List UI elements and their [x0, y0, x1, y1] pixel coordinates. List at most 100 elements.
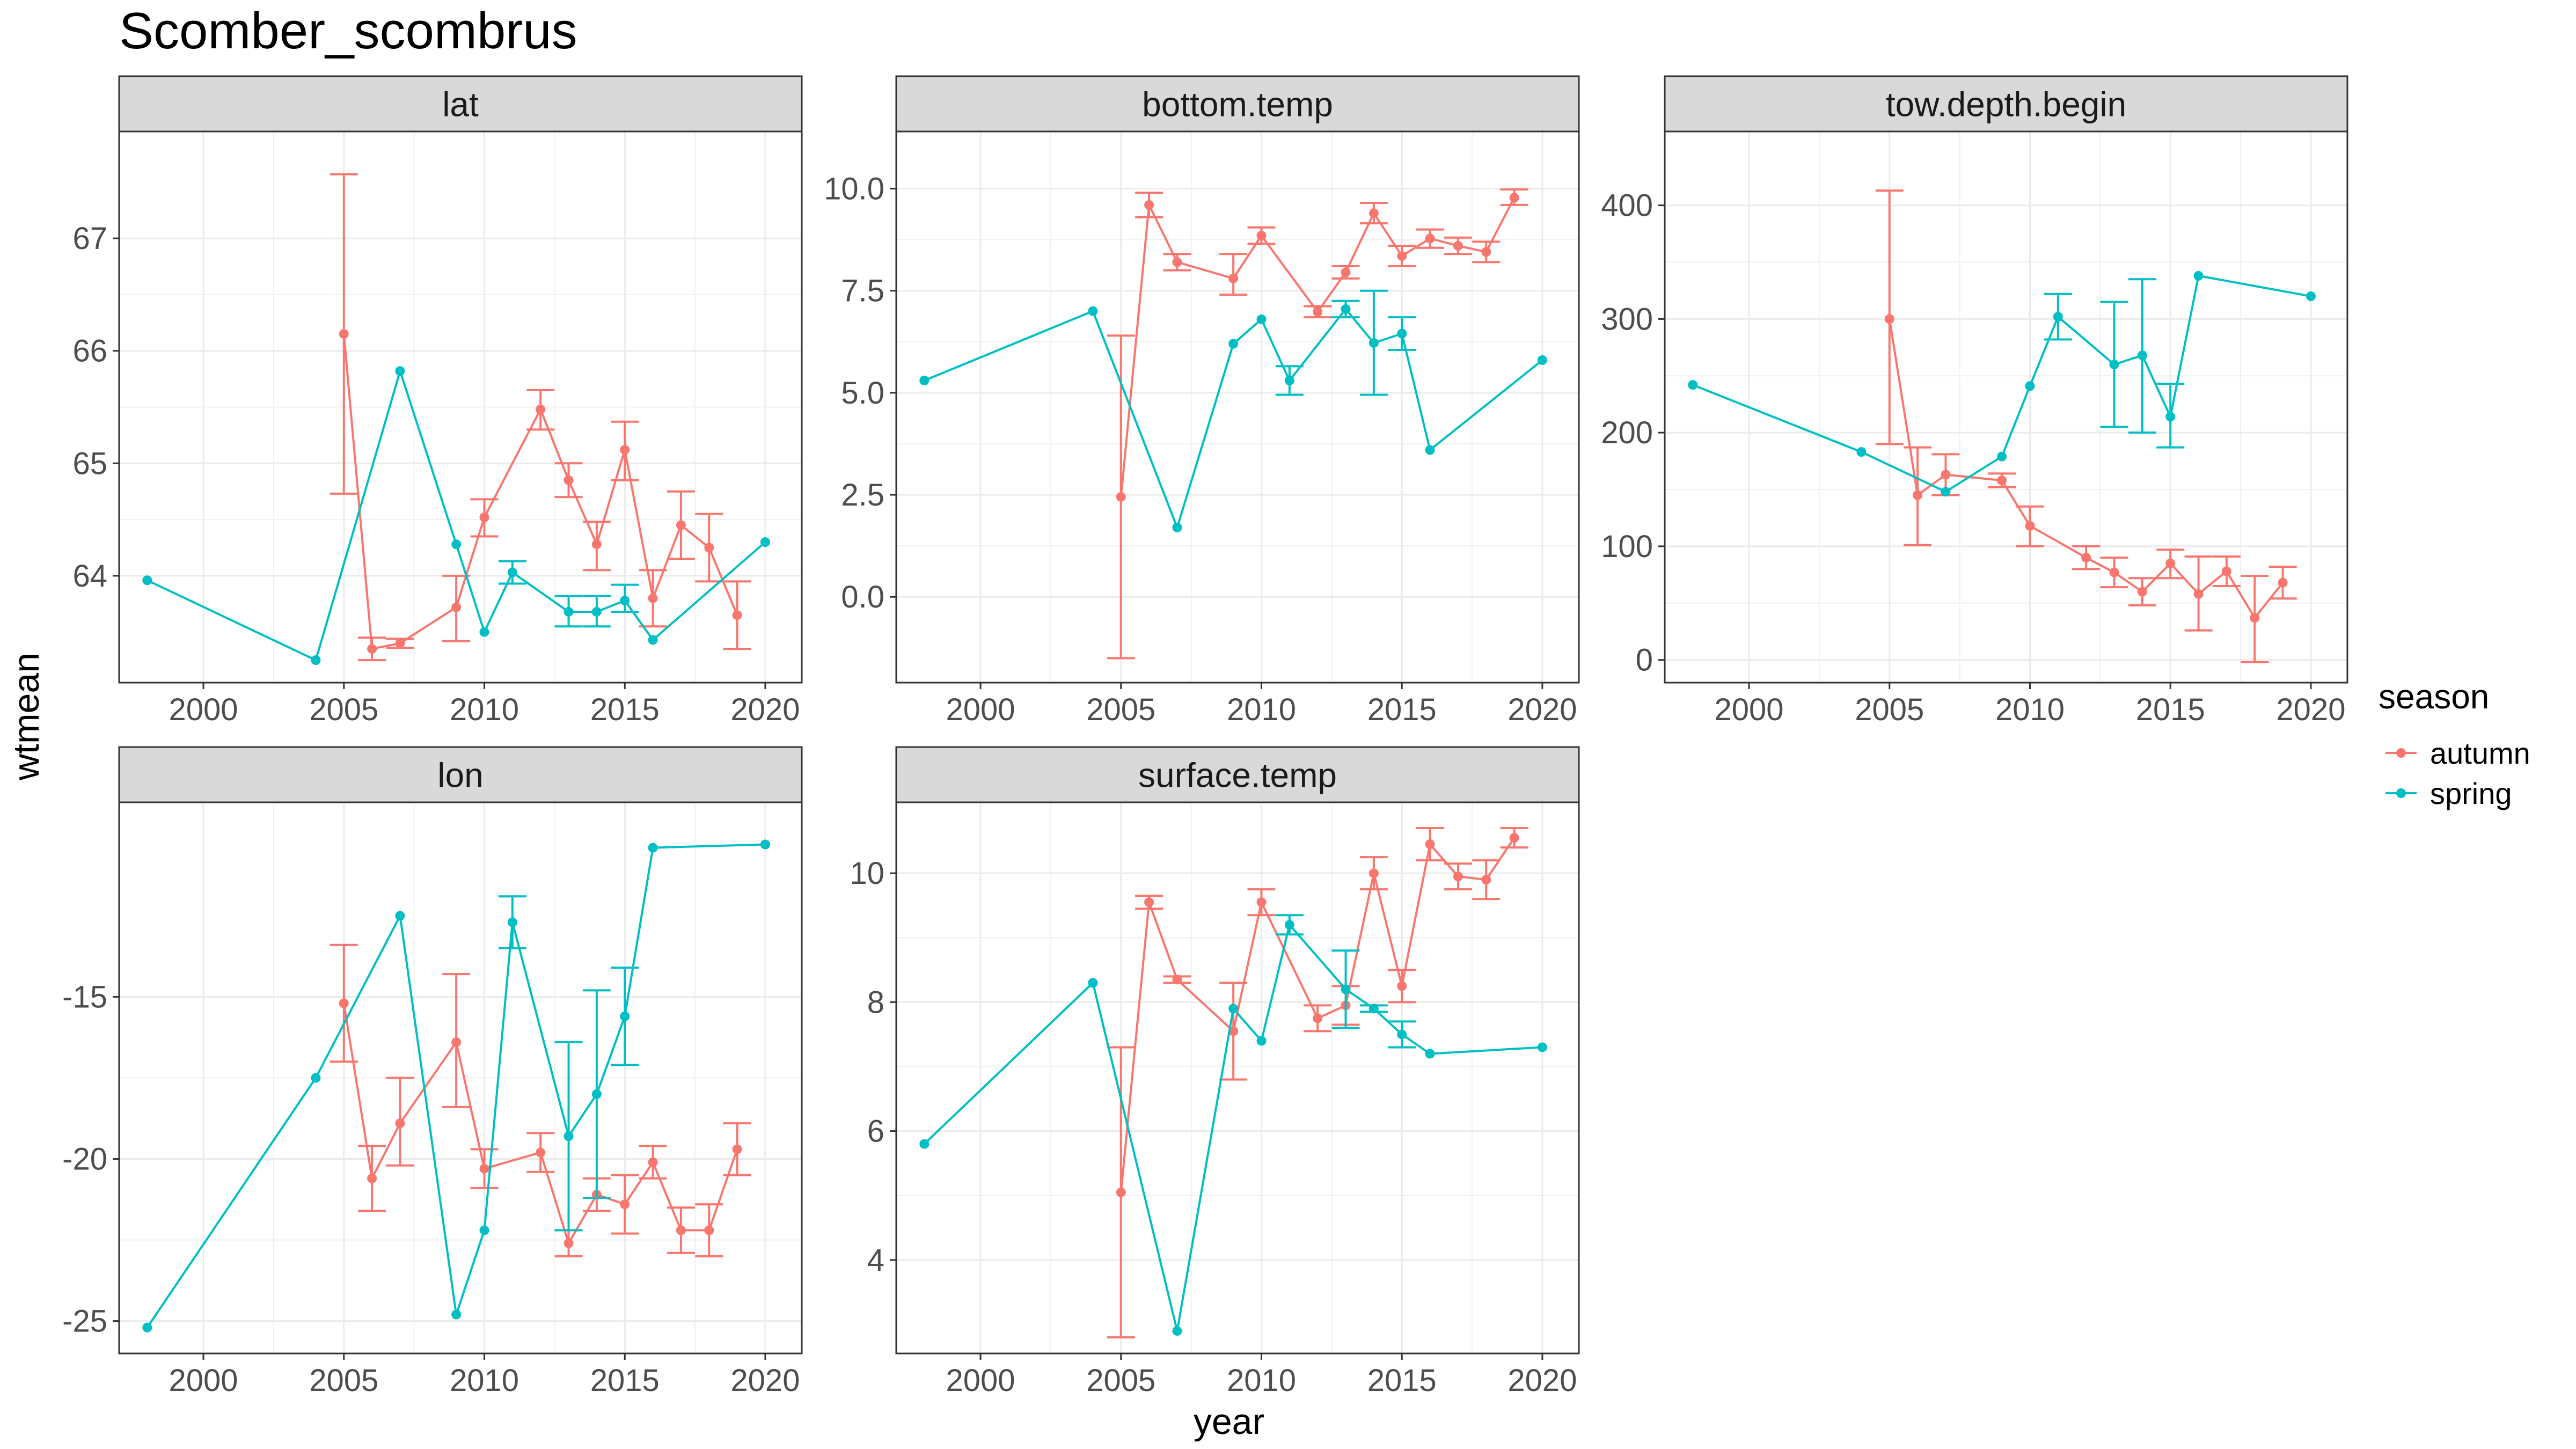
data-point-autumn: [2025, 521, 2035, 531]
x-axis-title: year: [1194, 1401, 1264, 1442]
data-point-autumn: [339, 998, 349, 1008]
panel-surface-temp: surface.temp 4 6 8 10 2000 2005 2010 2015 2020: [850, 746, 1580, 1398]
data-point-autumn: [1997, 475, 2007, 486]
data-point-autumn: [2278, 577, 2288, 588]
x-tick-label-tow-depth-begin: 2010: [1995, 692, 2065, 727]
panel-bottom-temp: bottom.temp 0.0 2.5 5.0 7.5 10.0 2000 2005 2010 2…: [824, 75, 1580, 727]
data-point-spring: [1368, 1004, 1379, 1014]
y-tick-label-tow-depth-begin: 100: [1601, 529, 1653, 564]
data-point-spring: [1856, 447, 1867, 457]
data-point-spring: [1284, 376, 1294, 386]
data-point-spring: [648, 843, 658, 853]
data-point-autumn: [1509, 193, 1519, 203]
data-point-spring: [1341, 984, 1351, 994]
panel-border-lon: [118, 801, 803, 1355]
y-tick-label-lon: -20: [62, 1142, 107, 1177]
data-point-autumn: [591, 539, 602, 550]
data-point-spring: [479, 627, 489, 637]
data-point-autumn: [1481, 247, 1491, 257]
data-point-spring: [2137, 350, 2147, 361]
x-tick-label-bottom-temp: 2000: [946, 692, 1015, 727]
y-tick-label-tow-depth-begin: 300: [1601, 302, 1653, 336]
data-point-spring: [1425, 1049, 1435, 1059]
data-point-spring: [1172, 522, 1182, 532]
series-bottom-temp-spring: [919, 289, 1547, 532]
data-point-spring: [1228, 1004, 1239, 1014]
data-point-autumn: [1228, 273, 1239, 283]
data-point-spring: [760, 839, 770, 850]
data-point-spring: [919, 1139, 930, 1149]
strip-label-lon: lon: [437, 756, 483, 795]
panel-background-tow-depth-begin: [1665, 131, 2347, 683]
data-point-spring: [311, 1073, 321, 1083]
y-tick-label-lat: 67: [72, 221, 107, 256]
data-point-autumn: [620, 1199, 630, 1210]
data-point-autumn: [704, 543, 714, 553]
data-point-autumn: [1425, 233, 1435, 244]
data-point-autumn: [367, 1173, 377, 1183]
data-point-autumn: [1116, 492, 1126, 502]
x-tick-label-tow-depth-begin: 2020: [2276, 692, 2345, 727]
strip-lon: [118, 746, 803, 803]
x-tick-label-surface-temp: 2020: [1507, 1363, 1577, 1398]
data-point-spring: [311, 655, 321, 665]
strip-label-surface-temp: surface.temp: [1138, 756, 1337, 795]
y-tick-label-tow-depth-begin: 200: [1601, 415, 1653, 450]
data-point-spring: [1537, 355, 1547, 365]
legend-label-spring: spring: [2430, 777, 2512, 810]
x-tick-label-lat: 2005: [309, 692, 378, 727]
y-tick-label-lon: -25: [62, 1304, 107, 1339]
x-tick-label-lon: 2020: [730, 1363, 800, 1398]
series-lat-spring: [142, 366, 770, 665]
strip-label-lat: lat: [442, 85, 479, 124]
data-point-autumn: [1397, 981, 1407, 991]
data-point-autumn: [2250, 613, 2260, 623]
data-point-spring: [1088, 306, 1098, 316]
data-point-autumn: [1313, 1013, 1323, 1023]
data-point-autumn: [564, 1238, 574, 1248]
data-point-autumn: [1453, 241, 1463, 251]
y-tick-label-surface-temp: 4: [867, 1243, 884, 1278]
y-tick-label-bottom-temp: 0.0: [841, 580, 884, 614]
series-lon-spring: [142, 839, 770, 1333]
data-point-autumn: [1172, 975, 1182, 985]
data-point-autumn: [1144, 200, 1154, 210]
data-point-spring: [2109, 360, 2119, 370]
x-tick-label-bottom-temp: 2005: [1086, 692, 1155, 727]
data-point-spring: [2306, 291, 2316, 302]
data-point-autumn: [479, 512, 489, 522]
series-bottom-temp-autumn: [1107, 188, 1528, 660]
data-point-autumn: [1256, 230, 1267, 240]
y-tick-label-bottom-temp: 7.5: [841, 274, 884, 309]
x-tick-label-surface-temp: 2000: [946, 1363, 1015, 1398]
data-point-autumn: [1256, 897, 1267, 908]
strip-label-tow-depth-begin: tow.depth.begin: [1886, 85, 2126, 124]
data-point-autumn: [536, 404, 546, 414]
panel-lat: lat 64 65 66 67 2000 2005 2010 2015 2020: [72, 75, 803, 727]
y-tick-label-surface-temp: 10: [850, 856, 884, 891]
x-tick-label-lat: 2020: [730, 692, 800, 727]
data-point-spring: [2053, 312, 2063, 322]
data-point-autumn: [1144, 897, 1154, 908]
panel-border-surface-temp: [895, 801, 1580, 1355]
data-point-spring: [591, 1089, 602, 1099]
y-tick-label-bottom-temp: 10.0: [824, 172, 884, 207]
data-point-autumn: [1884, 314, 1894, 324]
data-point-spring: [2025, 381, 2035, 391]
data-point-autumn: [620, 445, 630, 455]
data-point-spring: [760, 537, 770, 547]
data-point-spring: [1341, 304, 1351, 314]
data-point-autumn: [1313, 307, 1323, 317]
data-point-spring: [1256, 314, 1267, 324]
data-point-spring: [507, 917, 517, 927]
data-point-spring: [451, 539, 462, 550]
data-point-autumn: [479, 1163, 489, 1174]
panel-background-bottom-temp: [896, 131, 1579, 683]
data-point-autumn: [732, 610, 742, 620]
series-surface-temp-spring: [919, 914, 1547, 1336]
data-point-autumn: [676, 1225, 686, 1235]
chart-title: Scomber_scombrus: [119, 2, 577, 60]
x-tick-label-lon: 2000: [169, 1363, 238, 1398]
x-tick-label-tow-depth-begin: 2005: [1855, 692, 1924, 727]
